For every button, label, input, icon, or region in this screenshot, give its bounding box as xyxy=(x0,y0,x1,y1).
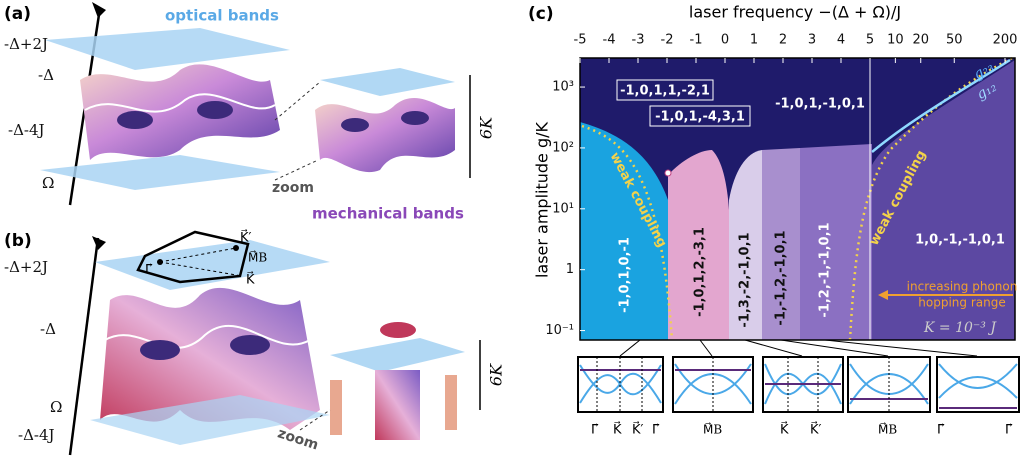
panel-label: (c) xyxy=(528,4,554,24)
energy-label: -Δ xyxy=(38,66,54,84)
optical-plane xyxy=(95,240,330,290)
region-label: -1,3,-2,-1,0,1 xyxy=(738,232,753,327)
energy-axis xyxy=(70,238,98,455)
region xyxy=(800,144,872,340)
inset-label: M⃗B xyxy=(703,421,722,436)
region-label: -1,2,-1,-1,0,1 xyxy=(818,222,833,317)
energy-label: -Δ+2J xyxy=(4,35,48,53)
zoom-line xyxy=(275,82,320,120)
mini-insets xyxy=(578,357,1019,412)
inset-label: Γ⃗ xyxy=(937,423,945,438)
x-tick-label: 200 xyxy=(993,33,1018,48)
critical-point xyxy=(665,170,671,176)
bz-label: Γ⃗ xyxy=(145,263,153,278)
x-tick-label: 1 xyxy=(750,33,758,48)
note: increasing phonon xyxy=(907,280,1018,294)
region-label: -1,-1,2,-1,0,1 xyxy=(774,230,789,325)
bz-label: K⃗′ xyxy=(240,229,252,245)
y-axis-title: laser amplitude g/K xyxy=(533,121,552,278)
inset-label: K⃗′ xyxy=(632,421,644,437)
region-label: -1,0,1,-1,0,1 xyxy=(775,97,865,112)
bz-point xyxy=(233,245,239,251)
x-tick-label: 3 xyxy=(808,33,816,48)
x-tick-label: 2 xyxy=(779,33,787,48)
band-surface xyxy=(80,64,280,160)
panel-b: (b) Γ⃗ K⃗′ M⃗B K⃗ -Δ+2J -Δ Ω -Δ-4J 6K zo… xyxy=(4,229,506,455)
inset-plane xyxy=(320,68,455,96)
energy-label: -Δ xyxy=(40,320,56,338)
axis-arrow xyxy=(92,2,106,18)
band-hole xyxy=(341,118,369,132)
region-label: -1,0,1,-4,3,1 xyxy=(655,110,745,125)
figure: (a) -Δ+2J -Δ -Δ-4J Ω optical bands 6K zo… xyxy=(0,0,1024,466)
panel-c: (c) laser frequency −(Δ + Ω)/J laser amp… xyxy=(528,3,1019,438)
inset-label: K⃗ xyxy=(613,421,622,437)
region-label: -1,0,1,2,-3,1 xyxy=(693,227,708,317)
mechanical-label: mechanical bands xyxy=(312,205,464,223)
panel-label: (b) xyxy=(4,231,32,251)
x-tick-label: -2 xyxy=(661,33,674,48)
panel-a: (a) -Δ+2J -Δ -Δ-4J Ω optical bands 6K zo… xyxy=(4,2,496,223)
inset-label: M⃗B xyxy=(878,421,897,436)
inset-leg xyxy=(445,375,457,430)
bz-point xyxy=(157,259,163,265)
x-tick-label: -4 xyxy=(603,33,616,48)
x-tick-label: -5 xyxy=(574,33,587,48)
bz-label: M⃗B xyxy=(248,249,267,264)
zoom-line xyxy=(275,160,318,180)
inset-label: Γ⃗ xyxy=(1005,423,1013,438)
x-tick-label: 20 xyxy=(912,33,929,48)
parameter-label: K = 10⁻³ J xyxy=(923,320,997,336)
region-label: -1,0,1,0,-1 xyxy=(618,237,633,313)
zoom-label: zoom xyxy=(272,180,314,196)
inset-label: K⃗′ xyxy=(810,421,822,437)
energy-label: Ω xyxy=(42,174,54,192)
energy-label: -Δ-4J xyxy=(8,121,45,139)
zoom-label: zoom xyxy=(276,425,321,453)
connectors xyxy=(620,340,977,356)
inset-label: Γ⃗ xyxy=(591,423,599,438)
energy-label: Ω xyxy=(50,398,62,416)
scale-label: 6K xyxy=(477,116,496,139)
optical-plane xyxy=(45,28,290,70)
x-tick-label: -1 xyxy=(690,33,703,48)
inset-plane xyxy=(330,338,465,372)
inset-label: Γ⃗ xyxy=(652,423,660,438)
y-tick-label: 10³ xyxy=(552,80,574,95)
energy-label: -Δ+2J xyxy=(4,258,48,276)
note: hopping range xyxy=(918,296,1005,310)
band-hole xyxy=(140,340,180,360)
band-hole xyxy=(117,111,153,129)
x-tick-label: 4 xyxy=(837,33,845,48)
y-tick-label: 10⁻¹ xyxy=(545,323,574,338)
inset-label: K⃗ xyxy=(780,421,789,437)
x-tick-label: -3 xyxy=(632,33,645,48)
energy-label: -Δ-4J xyxy=(18,426,55,444)
optical-label: optical bands xyxy=(165,7,279,25)
band-hole xyxy=(197,101,233,119)
inset-cap xyxy=(380,322,416,338)
band-hole xyxy=(230,335,270,355)
inset-surface xyxy=(315,98,455,172)
inset-cylinder xyxy=(375,370,420,440)
y-tick-label: 10¹ xyxy=(552,201,574,216)
x-tick-label: 50 xyxy=(946,33,963,48)
scale-label: 6K xyxy=(487,363,506,386)
panel-label: (a) xyxy=(4,4,31,24)
y-tick-label: 10² xyxy=(552,140,574,155)
region-label: 1,0,-1,-1,0,1 xyxy=(915,233,1005,248)
x-tick-label: 10 xyxy=(887,33,904,48)
y-tick-label: 1 xyxy=(566,262,574,277)
bz-label: K⃗ xyxy=(246,271,255,287)
region-label: -1,0,1,1,-2,1 xyxy=(620,84,710,99)
axis-arrow xyxy=(92,236,106,250)
x-axis-title: laser frequency −(Δ + Ω)/J xyxy=(689,3,901,22)
inset-leg xyxy=(330,380,342,435)
band-hole xyxy=(401,111,429,125)
x-tick-label: 5 xyxy=(866,33,874,48)
x-tick-label: 0 xyxy=(721,33,729,48)
